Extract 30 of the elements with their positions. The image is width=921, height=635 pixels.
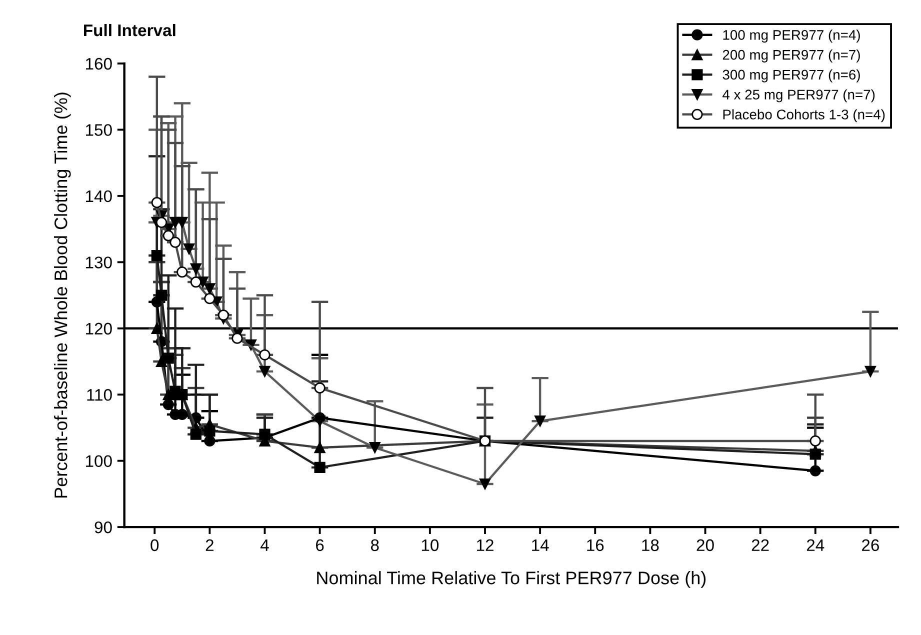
y-tick-label: 120	[86, 322, 112, 335]
x-tick-label: 14	[532, 539, 549, 551]
legend-label: 200 mg PER977 (n=7)	[722, 50, 860, 62]
x-tick-label: 10	[422, 539, 439, 552]
x-tick-label: 2	[206, 539, 214, 551]
y-tick-label: 160	[86, 58, 112, 70]
x-tick-label: 0	[150, 539, 159, 552]
y-tick-label: 140	[86, 190, 112, 202]
y-tick-label: 90	[94, 521, 112, 534]
legend-label: 4 x 25 mg PER977 (n=7)	[722, 89, 875, 102]
x-tick-label: 26	[862, 539, 879, 552]
y-tick-label: 150	[86, 124, 112, 136]
y-axis-title: Percent-of-baseline Whole Blood Clotting Time (%)	[54, 92, 71, 498]
x-tick-label: 12	[477, 539, 494, 551]
legend-label: 300 mg PER977 (n=6)	[722, 69, 860, 82]
x-tick-label: 22	[752, 539, 769, 551]
y-tick-label: 100	[86, 455, 112, 468]
x-tick-label: 4	[260, 539, 269, 551]
y-tick-label: 110	[87, 389, 112, 401]
legend-label: Placebo Cohorts 1-3 (n=4)	[723, 109, 885, 122]
x-tick-label: 18	[642, 539, 659, 552]
x-tick-label: 24	[806, 539, 824, 551]
x-tick-label: 6	[316, 539, 324, 552]
x-tick-label: 20	[696, 539, 714, 552]
x-tick-label: 8	[370, 539, 379, 552]
chart-title: Full Interval	[84, 24, 176, 36]
x-tick-label: 16	[587, 539, 604, 552]
x-axis-title: Nominal Time Relative To First PER977 Dose (h)	[317, 571, 706, 588]
legend-label: 100 mg PER977 (n=4)	[723, 30, 860, 43]
y-tick-label: 130	[86, 256, 112, 268]
